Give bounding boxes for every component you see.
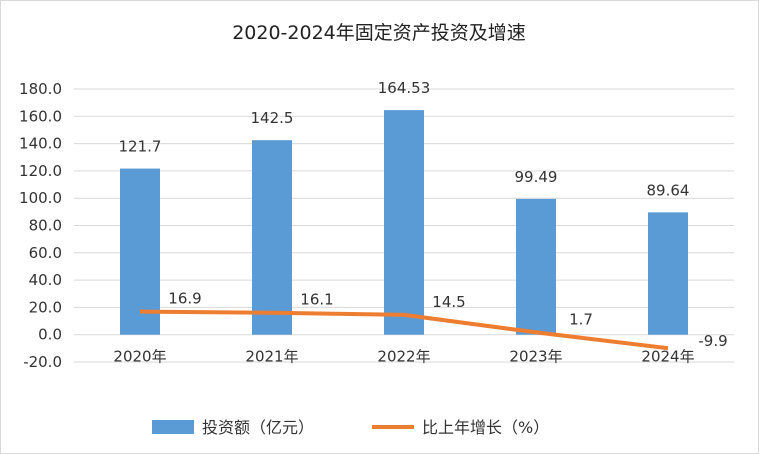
y-tick-label: -20.0 [23, 353, 62, 371]
y-tick-label: 180.0 [19, 80, 62, 98]
bar [648, 212, 688, 335]
line-series: 16.9 16.1 14.5 1.7 -9.9 [139, 290, 728, 351]
y-axis: -20.0 0.0 20.0 40.0 60.0 80.0 100.0 120.0 140.0 1… [19, 80, 62, 371]
y-tick-label: 20.0 [29, 298, 62, 316]
bar-data-label: 121.7 [119, 138, 162, 156]
bar-data-label: 164.53 [378, 79, 431, 97]
bar [516, 198, 556, 335]
bar-data-label: 89.64 [647, 181, 690, 199]
legend-bar-label: 投资额（亿元） [202, 418, 314, 437]
line-data-label: 1.7 [569, 310, 593, 328]
bar [384, 110, 424, 335]
bar [120, 168, 160, 335]
legend: 投资额（亿元） 比上年增长（%） [152, 418, 549, 437]
x-tick-label: 2020年 [113, 348, 166, 366]
line-data-label: -9.9 [698, 332, 727, 350]
bar-data-label: 142.5 [251, 109, 294, 127]
y-tick-label: 160.0 [19, 107, 62, 125]
x-tick-label: 2023年 [509, 348, 562, 366]
y-tick-label: 0.0 [38, 326, 62, 344]
legend-line-label: 比上年增长（%） [422, 418, 549, 437]
x-tick-label: 2022年 [377, 348, 430, 366]
line-data-label: 16.1 [300, 291, 333, 309]
x-tick-label: 2024年 [641, 348, 694, 366]
bar [252, 140, 292, 335]
y-tick-label: 40.0 [29, 271, 62, 289]
x-axis: 2020年 2021年 2022年 2023年 2024年 [113, 348, 694, 366]
line-data-label: 16.9 [168, 290, 201, 308]
y-tick-label: 140.0 [19, 135, 62, 153]
growth-line [139, 309, 669, 351]
legend-bar-swatch [152, 420, 194, 434]
x-tick-label: 2021年 [245, 348, 298, 366]
y-tick-label: 80.0 [29, 217, 62, 235]
y-tick-label: 60.0 [29, 244, 62, 262]
bar-series: 121.7 142.5 164.53 99.49 89.64 [119, 79, 690, 335]
y-tick-label: 100.0 [19, 189, 62, 207]
bar-data-label: 99.49 [515, 168, 558, 186]
chart-title: 2020-2024年固定资产投资及增速 [232, 22, 526, 44]
y-tick-label: 120.0 [19, 162, 62, 180]
line-data-label: 14.5 [432, 293, 465, 311]
